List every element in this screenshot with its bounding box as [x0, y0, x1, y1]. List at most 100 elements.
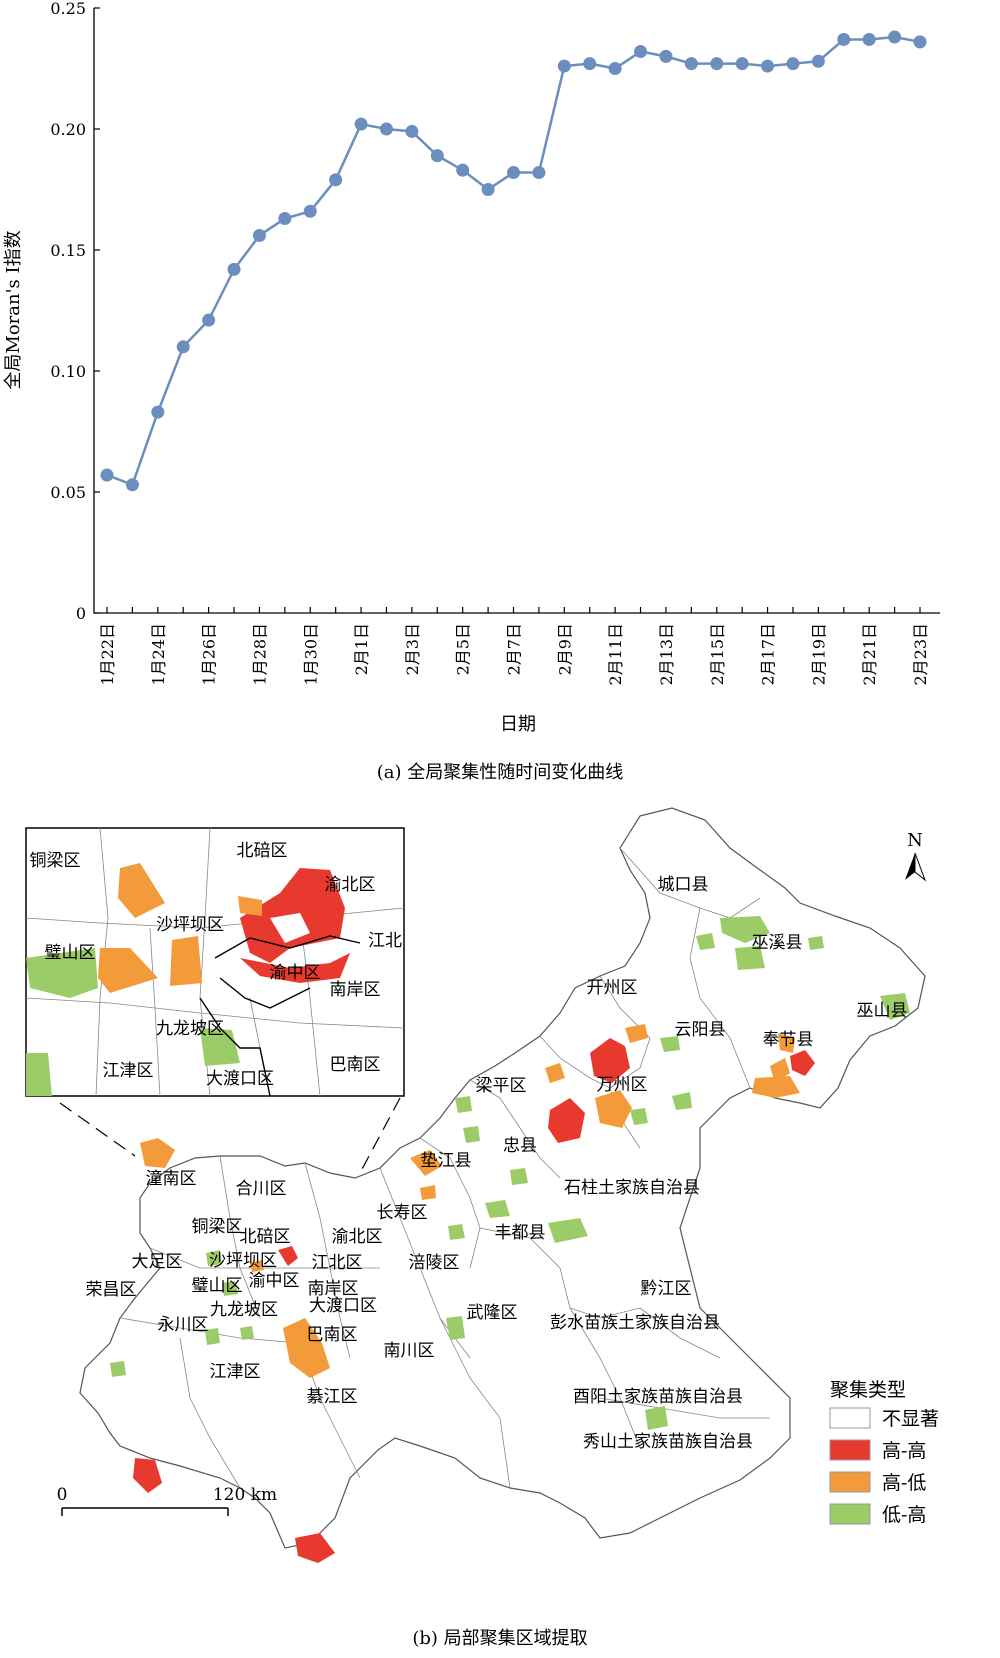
data-point: [252, 228, 266, 242]
legend-label: 高-低: [882, 1472, 926, 1494]
district-label: 璧山区: [192, 1276, 243, 1296]
x-tick-label: 2月7日: [505, 623, 524, 675]
data-point: [354, 117, 368, 131]
x-tick-label: 2月5日: [454, 623, 473, 675]
chart-axes: [93, 8, 940, 614]
district-label: 长寿区: [377, 1203, 428, 1223]
y-axis-ticks: 0 0.05 0.10 0.15 0.20 0.25: [50, 0, 100, 623]
north-label: N: [907, 830, 923, 851]
x-tick-label: 2月9日: [555, 623, 574, 675]
x-tick-label: 2月1日: [352, 623, 371, 675]
legend-swatch: [829, 1471, 871, 1493]
district-label: 九龙坡区: [210, 1300, 278, 1320]
district-label: 渝中区: [270, 963, 321, 983]
data-point: [227, 262, 241, 276]
district-label: 渝中区: [249, 1271, 300, 1291]
district-label: 江北: [368, 931, 402, 951]
data-point: [379, 122, 393, 136]
data-point: [811, 54, 825, 68]
y-tick-label: 0.05: [50, 483, 86, 502]
x-tick-label: 2月23日: [911, 623, 930, 686]
x-tick-label: 2月15日: [708, 623, 727, 686]
data-point: [100, 468, 114, 482]
district-label: 大足区: [132, 1252, 183, 1272]
district-label: 沙坪坝区: [209, 1251, 277, 1271]
district-label: 武隆区: [467, 1303, 518, 1323]
data-point: [583, 57, 597, 71]
x-tick-label: 2月13日: [657, 623, 676, 686]
district-label: 奉节县: [763, 1030, 814, 1050]
district-label: 忠县: [503, 1136, 537, 1156]
data-point: [634, 45, 648, 59]
district-label: 永川区: [158, 1315, 209, 1335]
district-label: 开州区: [587, 978, 638, 998]
series-line: [106, 35, 921, 487]
y-axis-label: 全局Moran's I指数: [3, 230, 24, 389]
district-label: 北碚区: [240, 1227, 291, 1247]
inset-connector-left: [59, 1102, 136, 1157]
figure-b-caption: (b) 局部聚集区域提取: [412, 1628, 587, 1649]
y-tick-label: 0.25: [50, 0, 86, 18]
district-label: 秀山土家族苗族自治县: [583, 1432, 753, 1452]
district-label: 南岸区: [308, 1279, 359, 1299]
district-label: 綦江区: [307, 1387, 358, 1407]
x-axis-ticks: 1月22日 1月24日 1月26日 1月28日 1月30日 2月1日 2月3日 2月5日 2月7…: [98, 607, 930, 686]
district-label: 酉阳土家族苗族自治县: [573, 1387, 743, 1407]
data-point: [176, 340, 190, 354]
legend-label: 低-高: [882, 1504, 926, 1526]
data-point: [430, 149, 444, 163]
y-tick-label: 0: [76, 604, 86, 623]
district-label: 铜梁区: [192, 1217, 243, 1237]
data-point: [735, 57, 749, 71]
data-point: [405, 124, 419, 138]
district-label: 彭水苗族土家族自治县: [550, 1313, 720, 1333]
district-label: 巴南区: [330, 1055, 381, 1075]
x-tick-label: 1月26日: [200, 623, 219, 686]
y-tick-label: 0.10: [50, 362, 86, 381]
data-point: [329, 173, 343, 187]
scale-zero-label: 0: [57, 1485, 68, 1505]
district-label: 万州区: [597, 1075, 648, 1095]
scale-bar: 0 120 km: [57, 1485, 277, 1516]
data-point: [481, 183, 495, 196]
data-point: [278, 212, 292, 226]
x-tick-label: 2月21日: [860, 623, 879, 686]
data-point: [507, 166, 520, 180]
district-label: 垫江县: [421, 1151, 472, 1171]
x-tick-label: 1月28日: [250, 623, 269, 686]
data-point: [888, 30, 902, 44]
data-point: [913, 35, 927, 49]
district-label: 黔江区: [641, 1279, 692, 1299]
high-high-clusters: [133, 1038, 815, 1563]
district-label: 璧山区: [45, 943, 96, 963]
district-label: 云阳县: [675, 1020, 726, 1040]
data-point: [786, 57, 800, 71]
district-label: 九龙坡区: [156, 1019, 224, 1039]
legend-swatch: [829, 1407, 871, 1429]
figure-a-caption: (a) 全局聚集性随时间变化曲线: [377, 762, 624, 783]
district-label: 江北区: [312, 1253, 363, 1273]
y-tick-label: 0.20: [50, 120, 86, 139]
district-label: 铜梁区: [30, 851, 81, 871]
legend-label: 不显著: [882, 1408, 939, 1430]
y-tick-label: 0.15: [50, 241, 86, 260]
district-label: 北碚区: [237, 841, 288, 861]
district-label: 江津区: [103, 1061, 154, 1081]
district-label: 丰都县: [495, 1223, 546, 1243]
axis-lines: [93, 8, 940, 614]
data-point: [125, 478, 139, 492]
district-label: 巴南区: [307, 1325, 358, 1345]
x-tick-label: 1月30日: [301, 623, 320, 686]
data-point: [684, 57, 698, 71]
x-tick-label: 2月3日: [403, 623, 422, 675]
data-point: [761, 59, 775, 73]
low-high-clusters: [110, 916, 910, 1430]
district-label: 石柱土家族自治县: [564, 1178, 700, 1198]
x-tick-label: 2月17日: [759, 623, 778, 686]
district-label: 涪陵区: [409, 1253, 460, 1273]
district-label: 巫山县: [857, 1001, 908, 1021]
moran-line-chart: 00.050.100.150.200.25 1月22日 1月24日 1月26日 1月2…: [3, 0, 940, 783]
